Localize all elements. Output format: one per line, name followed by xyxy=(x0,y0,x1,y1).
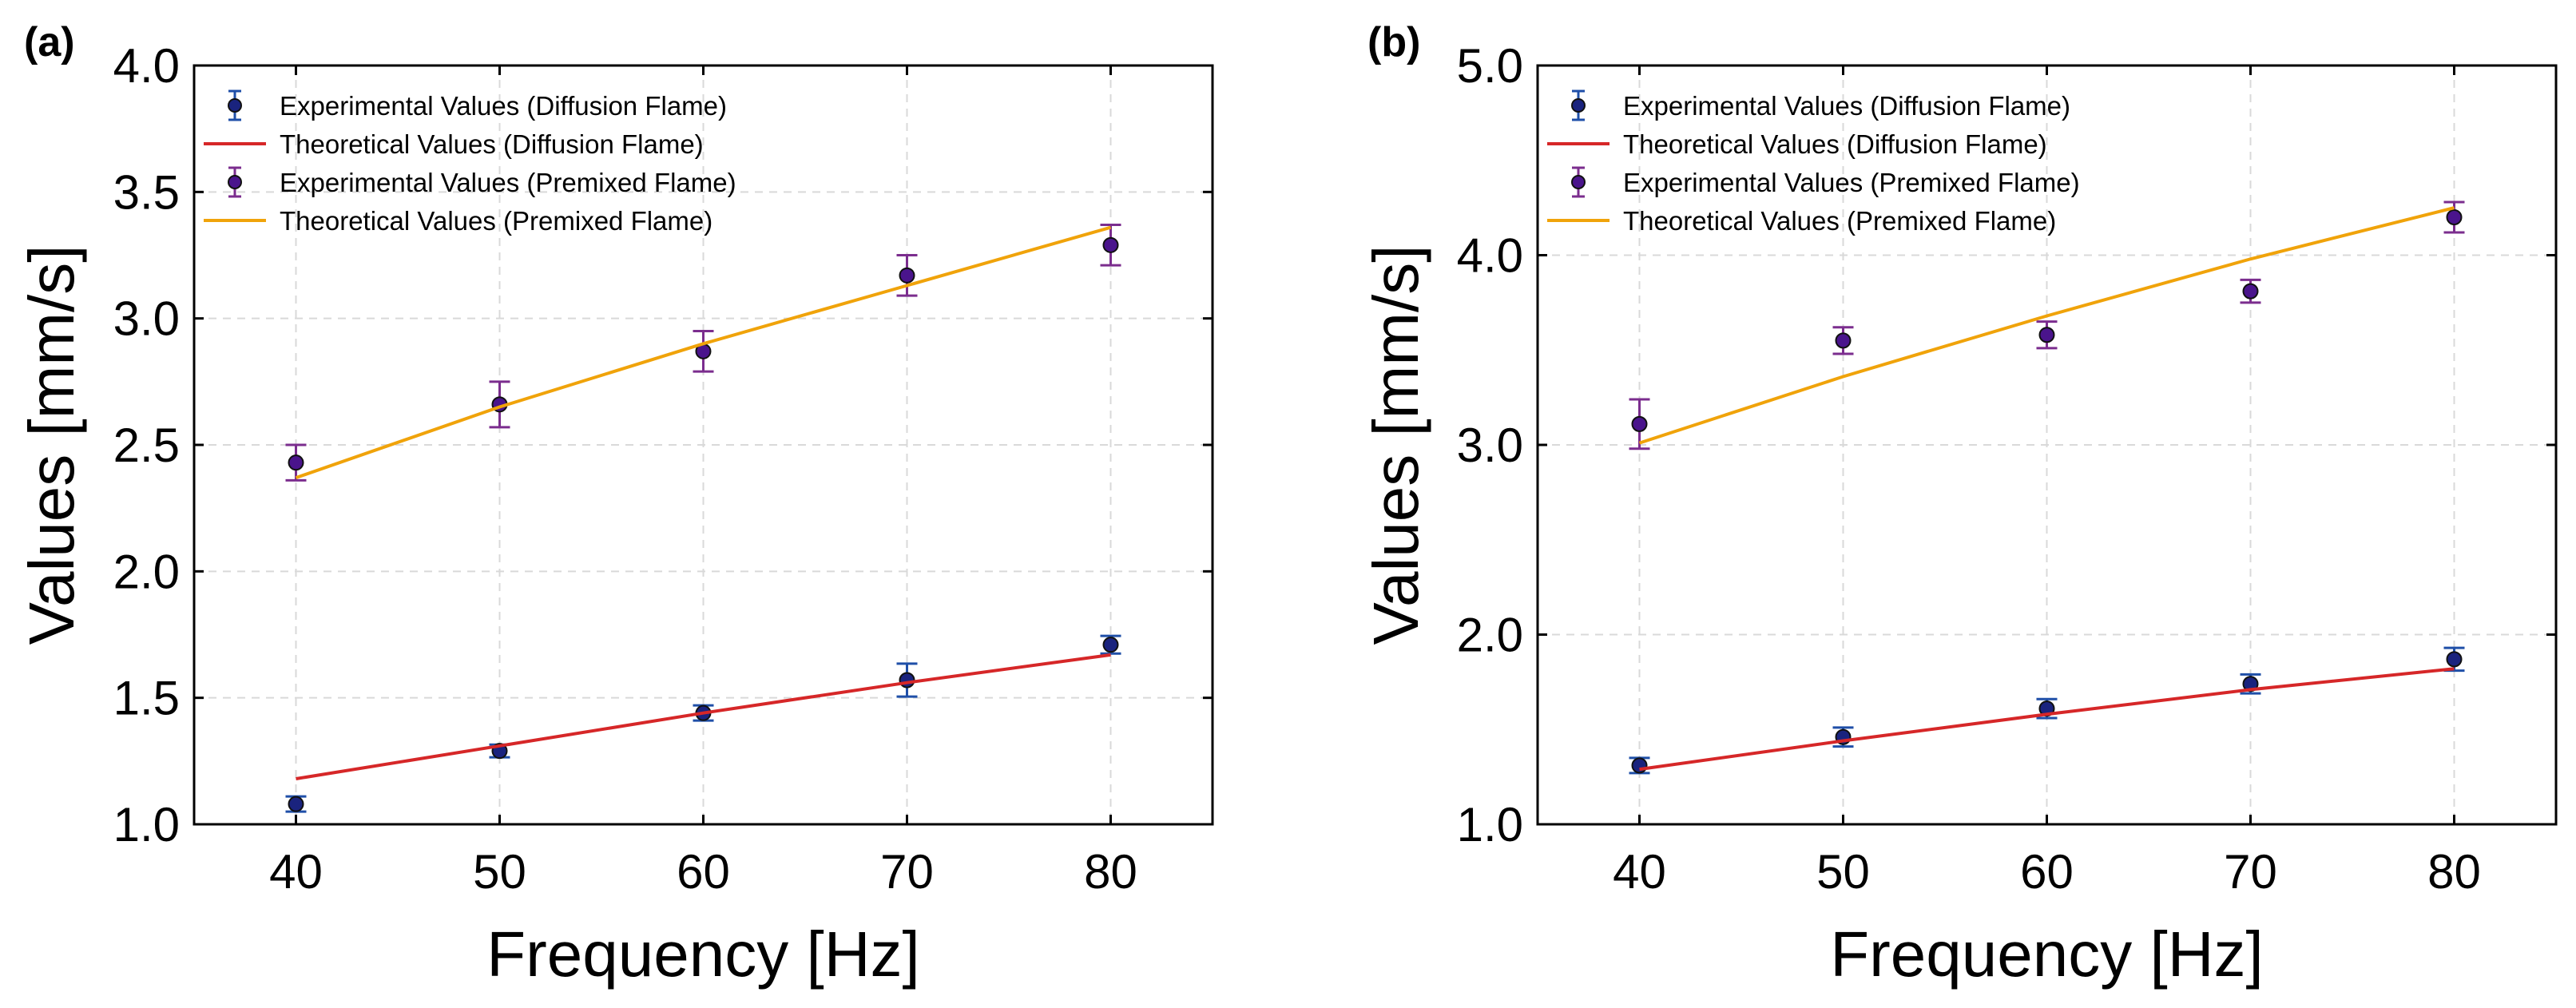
legend-label: Theoretical Values (Diffusion Flame) xyxy=(280,129,704,159)
series-4 xyxy=(1638,206,2455,445)
data-point xyxy=(2242,283,2259,300)
legend-marker xyxy=(1571,98,1586,113)
series-3 xyxy=(1629,200,2465,450)
x-tick-label: 70 xyxy=(2224,845,2277,899)
y-axis-title: Values [mm/s] xyxy=(1360,245,1431,645)
series-line xyxy=(1639,667,2455,772)
data-point xyxy=(288,454,304,471)
x-tick-label: 80 xyxy=(2427,845,2481,899)
x-tick-label: 60 xyxy=(2020,845,2074,899)
legend: Experimental Values (Diffusion Flame) The… xyxy=(1547,89,2080,236)
data-point xyxy=(2446,651,2463,668)
x-axis-title: Frequency [Hz] xyxy=(1830,919,2263,990)
legend-label: Theoretical Values (Premixed Flame) xyxy=(1623,206,2056,236)
series-3 xyxy=(285,224,1121,482)
y-axis-title: Values [mm/s] xyxy=(16,245,87,645)
data-point xyxy=(2446,209,2463,225)
data-point xyxy=(1102,637,1119,653)
y-tick-label: 1.0 xyxy=(113,798,180,851)
legend-label: Theoretical Values (Diffusion Flame) xyxy=(1623,129,2047,159)
x-tick-label: 40 xyxy=(269,845,323,899)
series-2 xyxy=(1639,667,2455,772)
y-tick-label: 2.5 xyxy=(113,419,180,472)
legend-marker xyxy=(228,98,242,113)
legend-label: Experimental Values (Premixed Flame) xyxy=(280,168,736,197)
legend-label: Experimental Values (Diffusion Flame) xyxy=(280,91,727,121)
chart-panel-1: 40 50 60 70 80 1.0 1.5 2.0 2.5 3.0 3.5 4.0 Experimen… xyxy=(16,19,1214,990)
data-point xyxy=(899,267,915,284)
legend-label: Experimental Values (Diffusion Flame) xyxy=(1623,91,2070,121)
series-2 xyxy=(296,653,1111,780)
series-line xyxy=(1638,206,2455,445)
y-tick-label: 1.5 xyxy=(113,672,180,725)
legend: Experimental Values (Diffusion Flame) The… xyxy=(204,89,736,236)
data-point xyxy=(288,796,304,812)
y-tick-label: 3.0 xyxy=(113,292,180,346)
legend-marker xyxy=(228,175,242,189)
y-tick-label: 5.0 xyxy=(1457,39,1523,93)
y-tick-label: 3.0 xyxy=(1457,419,1523,472)
data-point xyxy=(2038,327,2055,343)
data-point xyxy=(1631,757,1648,774)
y-tick-label: 4.0 xyxy=(113,39,180,93)
legend-item-2: Theoretical Values (Diffusion Flame) xyxy=(1547,129,2047,159)
y-tick-label: 3.5 xyxy=(113,165,180,219)
legend-marker xyxy=(1571,175,1586,189)
series-4 xyxy=(295,225,1112,480)
x-tick-label: 40 xyxy=(1613,845,1666,899)
x-axis-title: Frequency [Hz] xyxy=(486,919,919,990)
x-tick-label: 80 xyxy=(1084,845,1137,899)
x-tick-label: 60 xyxy=(677,845,730,899)
y-tick-label: 2.0 xyxy=(113,545,180,598)
data-point xyxy=(1102,236,1119,253)
series-line xyxy=(296,653,1111,780)
legend-label: Experimental Values (Premixed Flame) xyxy=(1623,168,2080,197)
y-tick-label: 1.0 xyxy=(1457,798,1523,851)
plot-frame xyxy=(1536,64,2558,826)
data-point xyxy=(899,672,915,689)
series-1 xyxy=(1629,646,2465,775)
legend-item-3: Experimental Values (Premixed Flame) xyxy=(228,166,736,198)
plot-frame xyxy=(193,64,1214,826)
y-tick-label: 2.0 xyxy=(1457,609,1523,662)
legend-item-2: Theoretical Values (Diffusion Flame) xyxy=(204,129,704,159)
legend-item-1: Experimental Values (Diffusion Flame) xyxy=(1571,89,2070,121)
series-line xyxy=(295,225,1112,480)
legend-label: Theoretical Values (Premixed Flame) xyxy=(280,206,712,236)
legend-item-4: Theoretical Values (Premixed Flame) xyxy=(204,206,712,236)
data-point xyxy=(1835,332,1852,349)
x-tick-label: 50 xyxy=(473,845,526,899)
x-tick-label: 70 xyxy=(880,845,934,899)
panel-label: (a) xyxy=(24,19,75,65)
legend-item-4: Theoretical Values (Premixed Flame) xyxy=(1547,206,2056,236)
legend-item-3: Experimental Values (Premixed Flame) xyxy=(1571,166,2080,198)
legend-item-1: Experimental Values (Diffusion Flame) xyxy=(228,89,727,121)
panel-label: (b) xyxy=(1367,19,1420,65)
chart-panel-2: 40 50 60 70 80 1.0 2.0 3.0 4.0 5.0 Experimental Va… xyxy=(1360,19,2558,990)
y-tick-label: 4.0 xyxy=(1457,229,1523,283)
data-point xyxy=(1631,415,1648,432)
x-tick-label: 50 xyxy=(1816,845,1870,899)
